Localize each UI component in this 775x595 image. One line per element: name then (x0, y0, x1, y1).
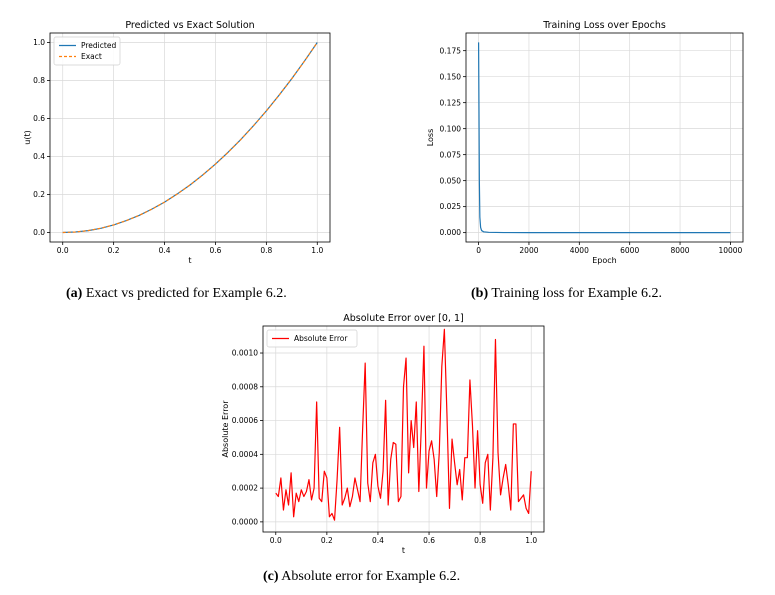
legend-entry: Predicted (81, 41, 116, 50)
y-axis-label: Absolute Error (221, 400, 230, 458)
caption-a: (a) Exact vs predicted for Example 6.2. (66, 286, 287, 302)
x-tick-label: 0.4 (159, 246, 171, 255)
x-tick-label: 0.4 (372, 536, 384, 545)
x-tick-label: 0.8 (474, 536, 486, 545)
y-axis-label: u(t) (23, 130, 32, 144)
x-tick-label: 0 (476, 246, 481, 255)
legend-box (266, 329, 358, 348)
x-tick-label: 4000 (570, 246, 589, 255)
y-tick-label: 0.0004 (232, 450, 258, 459)
y-tick-label: 0.0 (33, 228, 45, 237)
y-tick-label: 0.4 (33, 152, 45, 161)
y-tick-label: 0.125 (440, 98, 462, 107)
plot-frame (49, 32, 331, 243)
y-tick-label: 0.0002 (232, 484, 258, 493)
y-tick-label: 0.0008 (232, 382, 258, 391)
y-tick-label: 0.025 (440, 202, 462, 211)
legend: Absolute Error (266, 329, 358, 348)
y-tick-label: 0.8 (33, 76, 45, 85)
caption-a-text: Exact vs predicted for Example 6.2. (85, 286, 287, 301)
y-tick-label: 0.6 (33, 114, 45, 123)
x-axis-label: t (188, 256, 191, 265)
x-tick-label: 0.2 (321, 536, 333, 545)
x-tick-label: 10000 (718, 246, 742, 255)
caption-b-text: Training loss for Example 6.2. (491, 286, 662, 301)
caption-c-tag: (c) (263, 569, 279, 584)
series-line-absolute-error (275, 328, 532, 521)
y-tick-label: 1.0 (33, 38, 45, 47)
y-tick-label: 0.150 (440, 72, 462, 81)
x-axis-label: t (402, 546, 405, 555)
y-tick-label: 0.000 (440, 228, 462, 237)
chart-title: Absolute Error over [0, 1] (343, 313, 463, 324)
plot-frame (465, 32, 744, 243)
y-tick-label: 0.0006 (232, 416, 258, 425)
series-line-exact (62, 42, 318, 234)
x-tick-label: 0.8 (260, 246, 272, 255)
y-tick-label: 0.075 (440, 150, 462, 159)
x-tick-label: 0.0 (270, 536, 282, 545)
caption-c-text: Absolute error for Example 6.2. (281, 569, 461, 584)
y-tick-label: 0.2 (33, 190, 45, 199)
caption-b: (b) Training loss for Example 6.2. (471, 286, 662, 302)
x-tick-label: 0.6 (423, 536, 435, 545)
caption-c: (c) Absolute error for Example 6.2. (263, 569, 460, 585)
x-tick-label: 0.2 (108, 246, 120, 255)
x-tick-label: 6000 (620, 246, 639, 255)
legend-entry: Absolute Error (294, 334, 348, 343)
series-line-predicted (62, 42, 318, 234)
x-tick-label: 1.0 (311, 246, 323, 255)
y-axis-label: Loss (426, 129, 435, 147)
caption-a-tag: (a) (66, 286, 83, 301)
legend-box (53, 36, 121, 66)
x-tick-label: 0.0 (57, 246, 69, 255)
x-tick-label: 2000 (519, 246, 538, 255)
y-tick-label: 0.050 (440, 176, 462, 185)
chart-2: 0.0 0.2 0.4 0.6 0.8 1.0 0.0000 0.0002 0.0004 0.00… (221, 313, 545, 555)
x-tick-label: 0.6 (209, 246, 221, 255)
series-line-0 (477, 42, 731, 234)
x-axis-label: Epoch (592, 256, 617, 265)
legend: Predicted Exact (53, 36, 121, 66)
caption-b-tag: (b) (471, 286, 489, 301)
y-tick-label: 0.0010 (232, 349, 258, 358)
y-tick-label: 0.100 (440, 124, 462, 133)
x-tick-label: 8000 (670, 246, 689, 255)
legend-entry: Exact (81, 52, 102, 61)
y-tick-label: 0.175 (440, 46, 462, 55)
x-tick-label: 1.0 (525, 536, 537, 545)
chart-1: 0 2000 4000 6000 8000 10000 0.000 0.025 0.050 0.0… (426, 20, 744, 265)
plot-frame (262, 325, 545, 533)
chart-0: 0.0 0.2 0.4 0.6 0.8 1.0 0.0 0.2 0.4 0.6 0.8 1.0 Pred… (23, 20, 331, 265)
y-tick-label: 0.0000 (232, 517, 258, 526)
chart-title: Predicted vs Exact Solution (125, 20, 254, 31)
chart-title: Training Loss over Epochs (542, 20, 666, 31)
